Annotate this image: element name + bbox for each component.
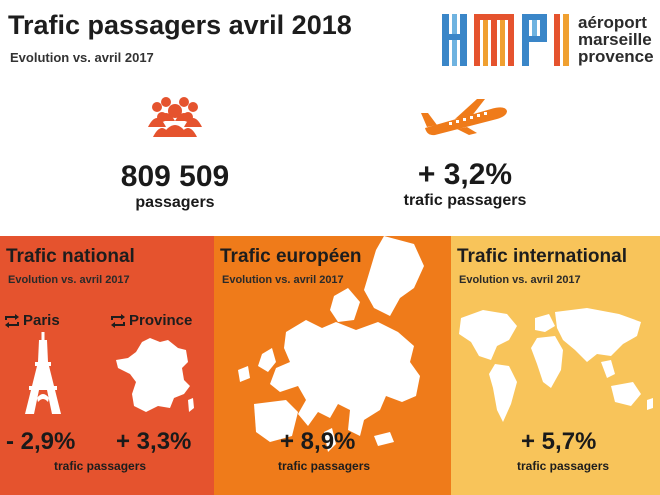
page-title: Trafic passagers avril 2018 [8,10,352,40]
province-label: Province [110,312,192,329]
evolution-stat: + 3,2% trafic passagers [380,95,550,210]
panel-international-title: Trafic international [457,246,627,267]
province-percent: + 3,3% [116,428,192,455]
passengers-stat: 809 509 passagers [90,95,260,212]
panel-international-subtitle: Evolution vs. avril 2017 [459,274,581,286]
passengers-label: passagers [135,194,215,211]
world-map-icon [459,308,653,422]
swap-arrows-icon [111,313,125,328]
international-percent: + 5,7% [521,428,597,455]
paris-label: Paris [4,312,60,329]
panel-national-subtitle: Evolution vs. avril 2017 [8,274,130,286]
traffic-panels: Trafic national Evolution vs. avril 2017… [0,236,660,495]
province-label-text: Province [129,312,193,329]
panel-european: Trafic européen Evolution vs. avril 2017… [214,236,451,495]
airport-logo: aéroport marseille provence [442,14,658,70]
logo-line-3: provence [578,47,654,66]
people-group-icon [148,97,202,137]
panel-national-title: Trafic national [6,246,135,267]
panel-national: Trafic national Evolution vs. avril 2017… [0,236,214,495]
panel-international-label: trafic passagers [517,459,610,473]
page-subtitle: Evolution vs. avril 2017 [10,50,154,65]
summary-stats: 809 509 passagers + 3,2% trafic passager… [0,95,660,235]
european-percent: + 8,9% [280,428,356,455]
panel-international: Trafic international Evolution vs. avril… [451,236,660,495]
logo-line-1: aéroport [578,13,647,32]
header: Trafic passagers avril 2018 Evolution vs… [0,0,660,90]
france-map-icon [116,338,194,412]
logo-mark-icon [442,14,569,66]
airplane-icon [421,99,507,136]
evolution-percent: + 3,2% [417,158,513,191]
panel-european-subtitle: Evolution vs. avril 2017 [222,274,344,286]
logo-line-2: marseille [578,30,652,49]
paris-percent: - 2,9% [6,428,76,455]
passengers-count: 809 509 [120,160,230,193]
evolution-label: trafic passagers [403,192,527,209]
europe-map-icon [238,236,424,452]
logo-text: aéroport marseille provence [578,14,654,65]
eiffel-tower-icon [25,332,61,414]
swap-arrows-icon [5,313,19,328]
paris-label-text: Paris [23,312,60,329]
panel-european-title: Trafic européen [220,246,362,267]
panel-national-label: trafic passagers [54,459,147,473]
panel-european-label: trafic passagers [278,459,371,473]
